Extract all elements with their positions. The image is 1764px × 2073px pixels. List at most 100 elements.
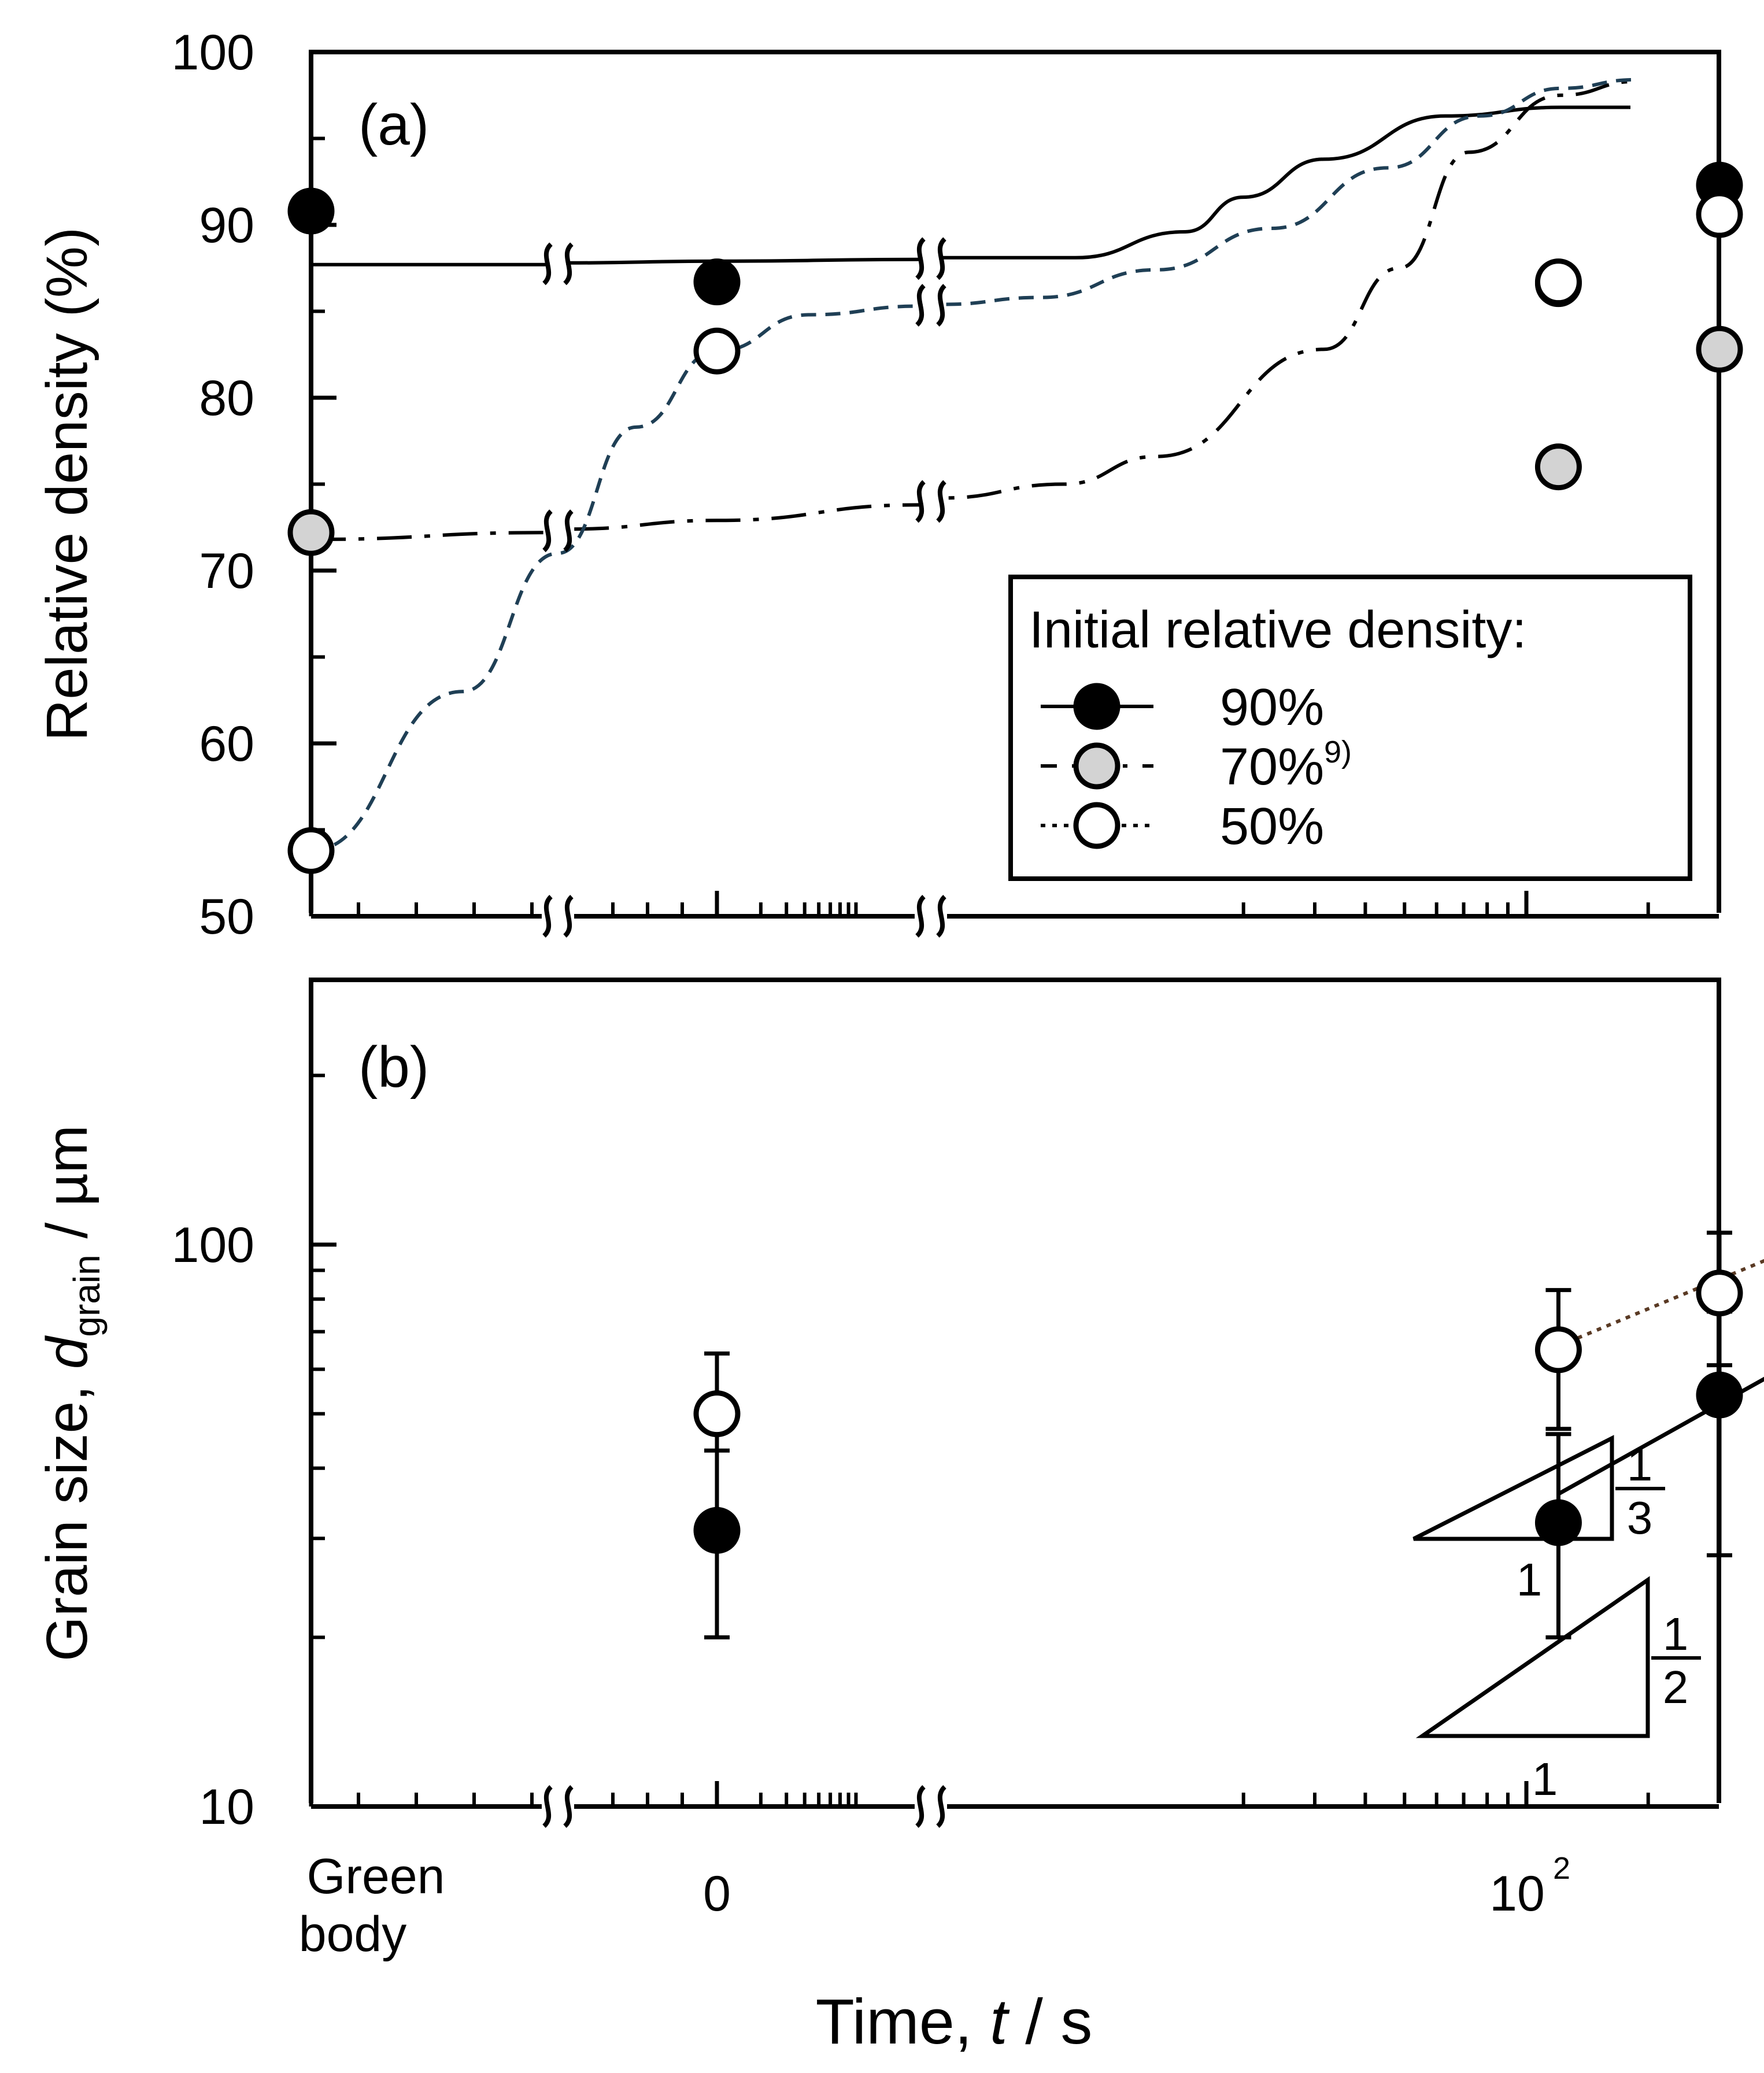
x-tick-label-100-exp: 2 — [1553, 1851, 1570, 1886]
y-label-var: d — [35, 1335, 99, 1369]
axis-break-stroke — [563, 242, 574, 286]
marker-70pct-a — [1696, 325, 1743, 373]
axis-break-stroke — [542, 509, 553, 553]
legend-label: 50% — [1220, 798, 1324, 856]
x-label-var: t — [990, 1986, 1010, 2057]
y-tick-label: 100 — [172, 1217, 255, 1273]
axis-break — [915, 237, 947, 280]
curve-break-gap — [550, 252, 566, 276]
x-label-main: Time, — [816, 1986, 990, 2057]
y-tick-label: 60 — [199, 716, 254, 772]
axis-break-stroke — [915, 1785, 926, 1828]
legend: Initial relative density: 90%70% 9)50% — [1008, 575, 1692, 881]
slope-over-label: 3 — [1627, 1492, 1653, 1543]
legend-label: 70% — [1220, 738, 1324, 796]
curve-break-gap — [923, 490, 939, 513]
legend-marker — [1073, 683, 1120, 730]
y-label-sub: grain — [66, 1254, 108, 1337]
axis-break-stroke — [542, 1785, 553, 1828]
legend-label: 90% — [1220, 679, 1324, 736]
axis-break-stroke — [935, 1785, 947, 1828]
axis-break-stroke — [563, 895, 574, 938]
axis-break — [915, 480, 947, 523]
axis-break-stroke — [935, 895, 947, 938]
marker-50pct-a — [1696, 191, 1743, 238]
y-tick-label: 80 — [199, 371, 254, 426]
curve-break-gap — [923, 247, 939, 271]
slope-over-label: 2 — [1663, 1661, 1689, 1713]
curve-90 — [310, 105, 1630, 266]
curve-70 — [310, 79, 1637, 542]
legend-marker — [1073, 802, 1120, 849]
marker-50pct-b — [1534, 1326, 1582, 1374]
axis-break — [915, 895, 947, 938]
marker-50pct-b — [1696, 1269, 1743, 1317]
axis-break-stroke — [563, 509, 574, 553]
axis-break-stroke — [935, 284, 947, 327]
axis-break-stroke — [935, 480, 947, 523]
axis-break-stroke — [915, 895, 926, 938]
marker-90pct-a — [287, 187, 335, 235]
x-tick-label-green: Green — [306, 1849, 445, 1904]
legend-marker — [1073, 742, 1120, 790]
axis-break-stroke — [915, 237, 926, 280]
y-label-unit: / µm — [35, 1125, 99, 1254]
x-tick-label-body: body — [299, 1907, 407, 1962]
time-axis-labels: Greenbody0102103Time, t / s — [299, 1849, 1570, 2057]
legend-title: Initial relative density: — [1029, 601, 1526, 659]
marker-90pct-b — [693, 1506, 741, 1554]
axis-break — [542, 1785, 574, 1828]
marker-50pct-b — [693, 1390, 741, 1438]
marker-70pct-a — [1534, 443, 1582, 491]
y-label-main: Grain size, — [35, 1369, 99, 1661]
x-tick-label-zero: 0 — [703, 1866, 731, 1922]
axis-break — [915, 284, 947, 327]
fit-line-90pct — [1557, 1376, 1764, 1496]
axis-break — [542, 509, 574, 553]
axis-break — [542, 242, 574, 286]
marker-90pct-b — [1696, 1371, 1743, 1419]
markers-b — [693, 1230, 1743, 1639]
axis-break-stroke — [542, 242, 553, 286]
y-tick-label: 50 — [199, 889, 254, 945]
panel-a: 50 60 70 80 90 100 Relative density (%) (a) Init… — [35, 25, 1743, 945]
y-axis-label: Grain size, dgrain / µm — [35, 1125, 108, 1661]
axis-break-stroke — [935, 237, 947, 280]
axis-break-stroke — [915, 284, 926, 327]
axis-break — [915, 1785, 947, 1828]
curve-break-gap — [550, 519, 566, 543]
y-tick-label: 90 — [199, 198, 254, 253]
slope-triangle: 121 — [1415, 1576, 1701, 1805]
curve-break-gap — [923, 294, 939, 317]
panel-label: (b) — [358, 1035, 429, 1100]
triangle-shape — [1415, 1576, 1650, 1738]
y-tick-label: 100 — [172, 25, 255, 80]
y-axis-label: Relative density (%) — [35, 227, 99, 741]
triangle-shape — [1412, 1435, 1614, 1541]
axis-break — [542, 895, 574, 938]
marker-50pct-a — [287, 827, 335, 874]
slope-rise-label: 1 — [1663, 1608, 1689, 1660]
slope-run-label: 1 — [1517, 1554, 1543, 1605]
y-tick-label: 10 — [199, 1779, 254, 1835]
marker-50pct-a — [693, 327, 741, 375]
y-tick-label: 70 — [199, 543, 254, 599]
marker-90pct-a — [693, 258, 741, 306]
slope-triangle: 131 — [1412, 1435, 1665, 1605]
marker-70pct-a — [287, 509, 335, 556]
slope-rise-label: 1 — [1627, 1439, 1653, 1490]
legend-superscript: 9) — [1324, 735, 1352, 769]
marker-50pct-a — [1534, 258, 1582, 306]
axis-break-stroke — [915, 480, 926, 523]
marker-90pct-b — [1534, 1499, 1582, 1546]
axis-break-stroke — [542, 895, 553, 938]
slope-run-label: 1 — [1532, 1753, 1558, 1805]
legend-box — [1008, 575, 1692, 881]
markers-a — [287, 161, 1743, 874]
panel-label: (a) — [358, 92, 429, 157]
fit-line-50pct — [1558, 1258, 1764, 1348]
plot-frame-b — [309, 978, 1721, 1809]
x-label-unit: / s — [1008, 1986, 1093, 2057]
